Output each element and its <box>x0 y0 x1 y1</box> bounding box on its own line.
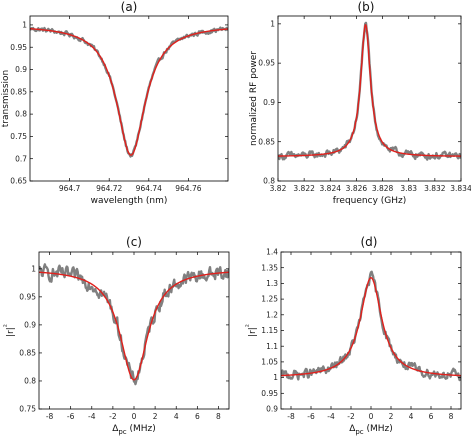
y-tick-label: 0.8 <box>263 177 275 186</box>
x-tick-label: 3.834 <box>450 184 471 193</box>
y-tick-label: 1 <box>31 264 36 273</box>
x-tick-label: 964.7 <box>59 184 81 193</box>
plot-frame <box>29 15 229 182</box>
y-tick-label: 1.2 <box>266 310 278 319</box>
y-tick-label: 0.85 <box>10 87 27 96</box>
x-tick-label: 964.76 <box>175 184 201 193</box>
x-tick-label: 3.824 <box>320 184 342 193</box>
x-tick-label: 3.82 <box>270 184 287 193</box>
y-tick-label: 0.95 <box>10 43 27 52</box>
y-tick-label: 0.8 <box>24 377 36 386</box>
panel-label: (d) <box>361 235 378 249</box>
y-axis-label: |r|² <box>2 324 16 337</box>
x-axis-label: wavelength (nm) <box>91 196 168 206</box>
y-tick-label: 0.9 <box>263 98 275 107</box>
x-tick-label: 2 <box>389 412 394 421</box>
x-tick-label: -6 <box>307 412 315 421</box>
x-tick-label: -2 <box>347 412 355 421</box>
y-tick-label: 1.3 <box>266 279 278 288</box>
x-tick-label: 4 <box>409 412 414 421</box>
x-tick-label: 8 <box>216 412 221 421</box>
y-tick-label: 1 <box>270 19 275 28</box>
y-axis-label: transmission <box>1 70 11 128</box>
x-tick-label: -8 <box>46 412 54 421</box>
measured-data-series <box>278 21 461 161</box>
x-tick-label: 964.74 <box>136 184 162 193</box>
y-tick-label: 0.85 <box>258 137 275 146</box>
chart-panel-4: (d) -8 -6 -4 -2 0 2 4 6 8 0.9 0.95 1 1.05 1.1 1.15 1.2 1.… <box>244 235 462 436</box>
fit-series <box>39 271 229 381</box>
y-tick-label: 0.95 <box>258 59 275 68</box>
y-tick-label: 0.9 <box>24 320 36 329</box>
x-tick-label: 964.72 <box>96 184 122 193</box>
x-tick-label: 6 <box>195 412 200 421</box>
y-tick-label: 0.95 <box>261 389 278 398</box>
x-tick-label: -4 <box>327 412 335 421</box>
y-axis-label: |r|² <box>244 324 258 337</box>
chart-panel-2: (b) 3.82 3.822 3.824 3.826 3.828 3.83 3.832 3.83… <box>249 0 471 206</box>
y-tick-label: 0.8 <box>15 110 27 119</box>
measured-data-series <box>281 270 461 382</box>
x-tick-label: 0 <box>369 412 374 421</box>
x-axis-label: Δpc (MHz) <box>112 424 156 436</box>
y-tick-label: 1 <box>22 21 27 30</box>
y-tick-label: 0.7 <box>15 154 27 163</box>
x-tick-label: 3.826 <box>346 184 368 193</box>
y-tick-label: 1.05 <box>261 358 278 367</box>
fit-series <box>278 23 461 157</box>
x-tick-label: 2 <box>153 412 158 421</box>
y-tick-label: 0.85 <box>19 349 36 358</box>
y-tick-label: 0.9 <box>266 405 278 414</box>
x-tick-label: -8 <box>287 412 295 421</box>
y-tick-label: 0.9 <box>15 65 27 74</box>
measured-data-series <box>39 263 229 386</box>
x-tick-label: -4 <box>88 412 96 421</box>
fit-series <box>30 27 228 156</box>
y-tick-label: 1.25 <box>261 295 278 304</box>
x-tick-label: 4 <box>174 412 179 421</box>
x-tick-label: 3.832 <box>424 184 446 193</box>
x-tick-label: 3.822 <box>293 184 315 193</box>
y-tick-label: 1.1 <box>266 342 278 351</box>
x-tick-label: 6 <box>429 412 434 421</box>
x-tick-label: 3.828 <box>372 184 394 193</box>
x-tick-label: 8 <box>449 412 454 421</box>
y-tick-label: 1.4 <box>266 248 278 257</box>
x-tick-label: -2 <box>109 412 117 421</box>
y-axis-label: normalized RF power <box>249 51 259 146</box>
x-tick-label: 0 <box>132 412 137 421</box>
x-tick-label: -6 <box>67 412 75 421</box>
panel-label: (b) <box>358 0 375 14</box>
panel-label: (a) <box>121 0 138 14</box>
y-tick-label: 1 <box>273 373 278 382</box>
fit-series <box>281 277 461 377</box>
plot-frame <box>277 15 462 182</box>
x-axis-label: Δpc (MHz) <box>349 424 393 436</box>
measured-data-series <box>30 26 228 158</box>
panel-label: (c) <box>126 235 142 249</box>
y-tick-label: 0.95 <box>19 292 36 301</box>
y-tick-label: 0.75 <box>19 405 36 414</box>
y-tick-label: 1.35 <box>261 263 278 272</box>
y-tick-label: 1.15 <box>261 326 278 335</box>
x-axis-label: frequency (GHz) <box>333 196 407 206</box>
x-tick-label: 3.83 <box>400 184 417 193</box>
chart-panel-3: (c) -8 -6 -4 -2 0 2 4 6 8 0.75 0.8 0.85 0.9 0.95 1 Δpc (… <box>2 235 230 436</box>
y-tick-label: 0.65 <box>10 177 27 186</box>
chart-panel-1: (a) 964.7 964.72 964.74 964.76 0.65 0.7 0.75 0.8… <box>1 0 229 206</box>
y-tick-label: 0.75 <box>10 132 27 141</box>
